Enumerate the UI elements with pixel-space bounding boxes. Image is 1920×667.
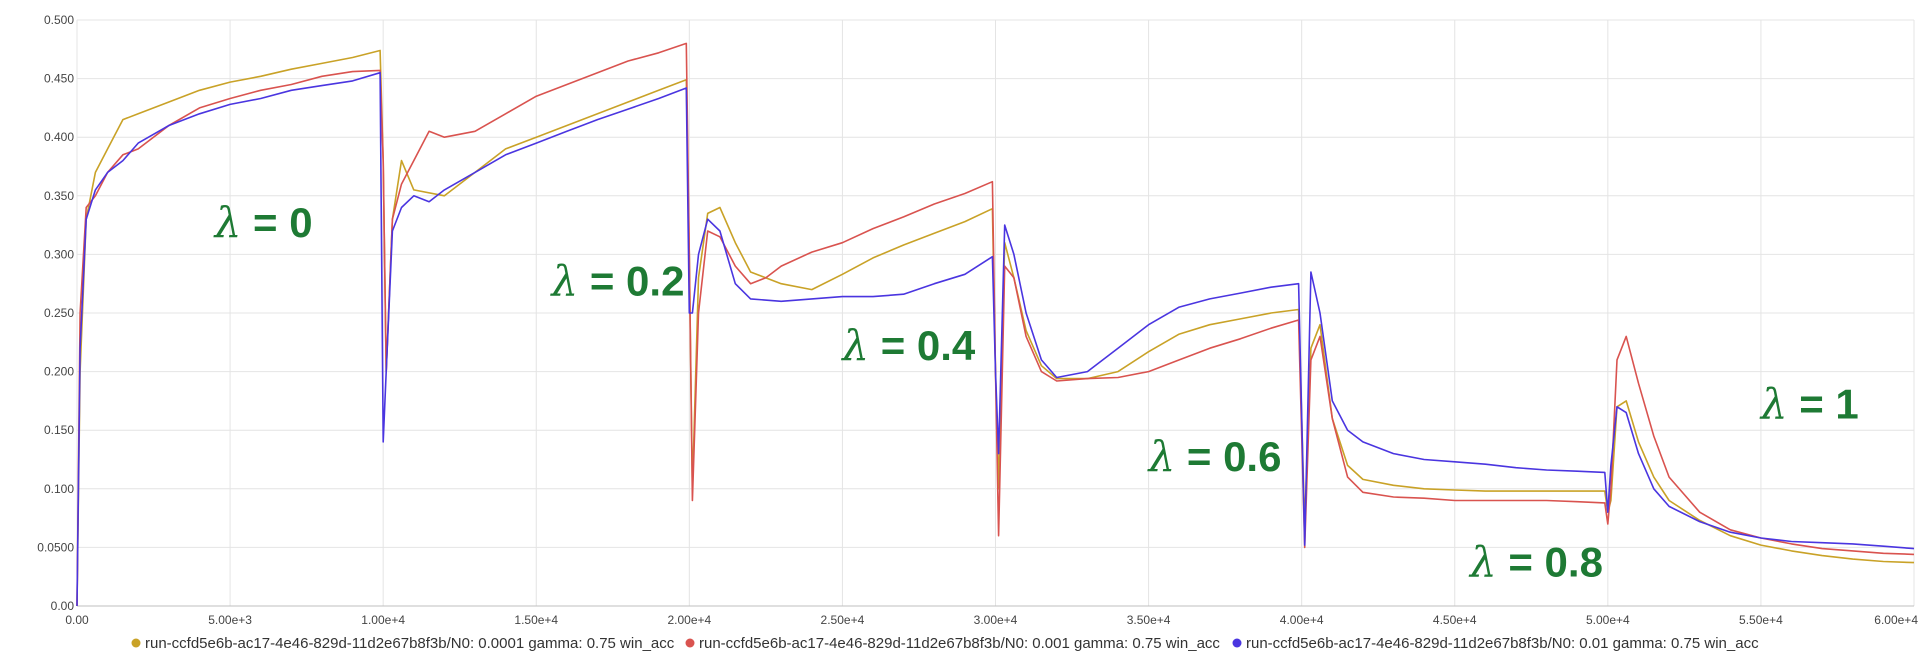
legend-swatch [131,638,141,648]
legend-entry-1: run-ccfd5e6b-ac17-4e46-829d-11d2e67b8f3b… [145,635,675,652]
x-tick-label: 2.00e+4 [667,613,711,627]
x-tick-label: 5.00e+4 [1586,613,1630,627]
lambda-annotation: λ = 0.6 [1147,432,1282,481]
lambda-symbol: λ [1759,379,1788,428]
lambda-annotation: λ = 0.8 [1468,538,1603,587]
legend-swatch [685,638,695,648]
legend-swatch [1232,638,1242,648]
lambda-symbol: λ [840,321,869,370]
y-tick-label: 0.200 [44,365,74,379]
x-tick-label: 6.00e+4 [1874,613,1918,627]
lambda-value: = 0 [241,199,312,246]
x-tick-label: 1.50e+4 [514,613,558,627]
lambda-symbol: λ [1147,432,1176,481]
lambda-value: = 0.6 [1175,433,1281,480]
x-tick-label: 4.50e+4 [1433,613,1477,627]
lambda-annotation: λ = 1 [1759,379,1859,428]
lambda-value: = 1 [1788,380,1859,427]
lambda-annotation: λ = 0.4 [840,321,976,370]
lambda-annotations: λ = 0λ = 0.2λ = 0.4λ = 0.6λ = 0.8λ = 1 [213,198,1859,587]
lambda-symbol: λ [550,256,579,305]
y-tick-label: 0.100 [44,482,74,496]
lambda-value: = 0.2 [578,257,684,304]
y-tick-label: 0.250 [44,306,74,320]
lambda-value: = 0.4 [869,322,976,369]
series-line-3 [76,71,1915,607]
y-tick-label: 0.0500 [37,540,74,554]
lambda-annotation: λ = 0 [213,198,313,247]
lambda-value: = 0.8 [1497,539,1603,586]
y-tick-labels: 0.00 0.0500 0.100 0.150 0.200 0.250 0.300 0.350… [37,13,74,613]
x-tick-label: 4.00e+4 [1280,613,1324,627]
y-tick-label: 0.00 [51,599,75,613]
series-line-2 [76,42,1915,607]
legend-entry-3: run-ccfd5e6b-ac17-4e46-829d-11d2e67b8f3b… [1246,635,1759,652]
x-tick-label: 2.50e+4 [821,613,865,627]
x-tick-label: 5.00e+3 [208,613,252,627]
x-tick-label: 3.00e+4 [974,613,1018,627]
legend-entry-2: run-ccfd5e6b-ac17-4e46-829d-11d2e67b8f3b… [699,635,1220,652]
x-tick-label: 5.50e+4 [1739,613,1783,627]
y-tick-label: 0.150 [44,423,74,437]
lambda-annotation: λ = 0.2 [550,256,685,305]
x-tick-label: 0.00 [65,613,89,627]
y-tick-label: 0.350 [44,189,74,203]
x-tick-label: 3.50e+4 [1127,613,1171,627]
x-tick-labels: 0.00 5.00e+3 1.00e+4 1.50e+4 2.00e+4 2.50e+4 3… [65,613,1918,627]
lambda-symbol: λ [1468,538,1497,587]
legend: run-ccfd5e6b-ac17-4e46-829d-11d2e67b8f3b… [131,635,1759,652]
series-lines [76,42,1915,607]
y-tick-label: 0.400 [44,130,74,144]
y-tick-label: 0.450 [44,72,74,86]
x-tick-label: 1.00e+4 [361,613,405,627]
y-tick-label: 0.300 [44,247,74,261]
lambda-symbol: λ [213,198,242,247]
y-tick-label: 0.500 [44,13,74,27]
